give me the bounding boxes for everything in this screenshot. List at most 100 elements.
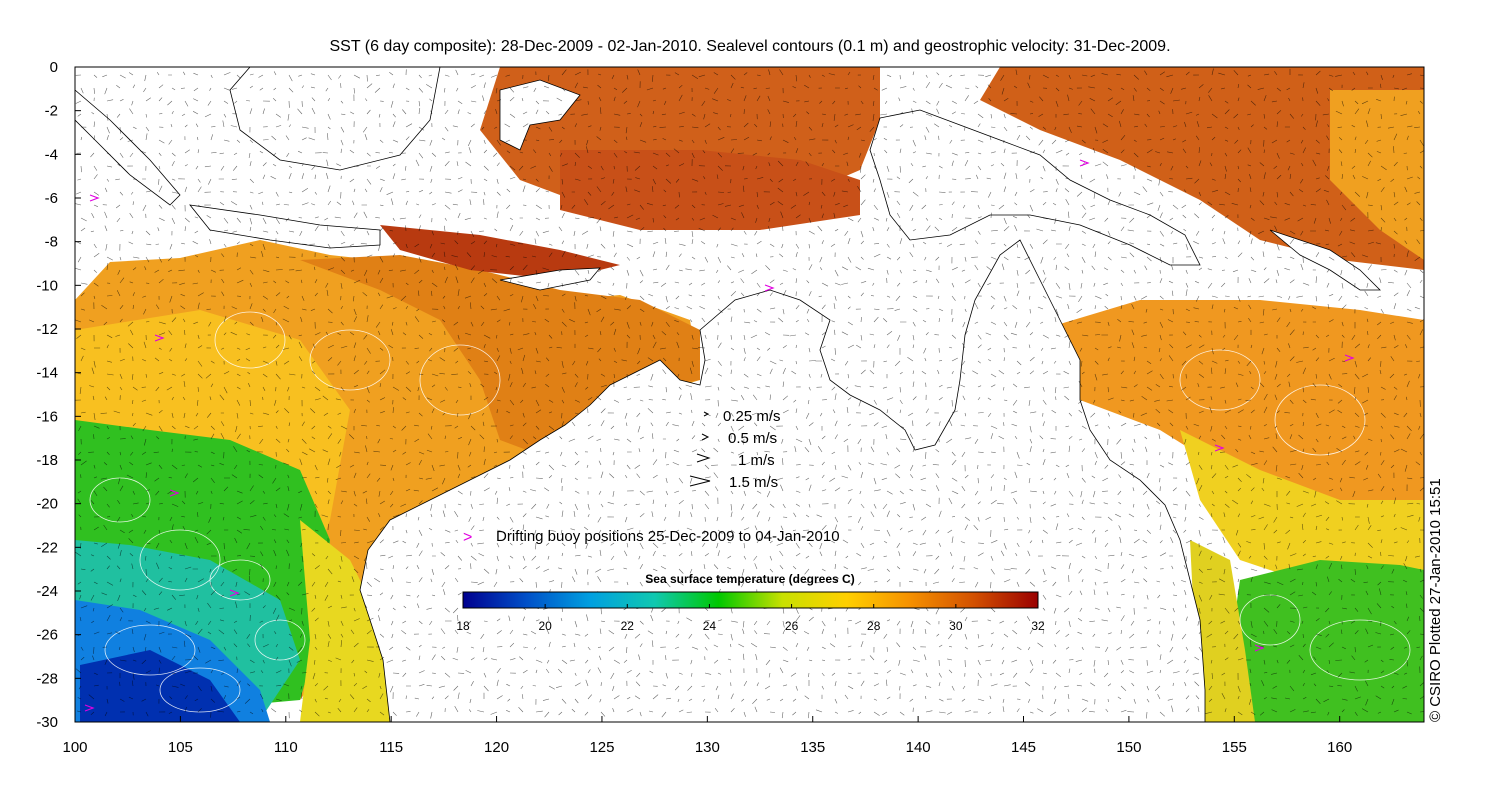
velocity-label-0.25: 0.25 m/s xyxy=(723,408,781,425)
velocity-label-1.5: 1.5 m/s xyxy=(729,474,778,491)
x-tick-label: 160 xyxy=(1327,739,1352,756)
velocity-label-1: 1 m/s xyxy=(738,452,775,469)
buoy-track xyxy=(229,589,240,597)
x-tick-label: 145 xyxy=(1011,739,1036,756)
x-axis: 100 105 110 115 120 125 130 135 140 145 150 155 160 xyxy=(62,716,1352,756)
contour xyxy=(214,311,286,369)
contour xyxy=(209,559,271,601)
y-tick-label: -8 xyxy=(45,234,58,251)
colorbar-tick-label: 32 xyxy=(1031,619,1045,633)
y-tick-label: -24 xyxy=(36,583,58,600)
sst-region-banda-sea xyxy=(560,150,860,230)
x-tick-label: 155 xyxy=(1222,739,1247,756)
velocity-arrow-field xyxy=(75,68,1424,719)
velocity-arrow-0.25 xyxy=(703,411,710,417)
contour xyxy=(419,344,501,416)
solomon-islands xyxy=(1269,229,1381,291)
y-tick-label: -10 xyxy=(36,277,58,294)
buoy-track xyxy=(169,489,180,497)
contour xyxy=(139,529,221,591)
y-tick-label: -26 xyxy=(36,627,58,644)
sst-region-ne-pacific xyxy=(980,67,1424,270)
y-tick-label: -16 xyxy=(36,408,58,425)
plot-frame xyxy=(74,66,1425,723)
velocity-arrow-0.5 xyxy=(701,433,710,441)
x-tick-label: 140 xyxy=(906,739,931,756)
x-tick-label: 110 xyxy=(274,739,298,756)
buoy-legend: > Drifting buoy positions 25-Dec-2009 to… xyxy=(463,528,840,546)
new-guinea xyxy=(869,109,1201,266)
y-axis: 0 -2 -4 -6 -8 -10 -12 -14 -16 -18 -20 -22 -24 -26 -28 -… xyxy=(36,59,81,731)
colorbar-title: Sea surface temperature (degrees C) xyxy=(645,572,854,586)
colorbar-tick-label: 20 xyxy=(538,619,552,633)
buoy-marker: > xyxy=(463,529,472,546)
contour xyxy=(1309,619,1411,681)
sst-region-west-coast-yellow xyxy=(300,520,390,722)
contour xyxy=(309,329,391,391)
buoy-track xyxy=(1079,159,1090,167)
sst-region-coral-sea xyxy=(1040,300,1424,520)
velocity-legend: 0.25 m/s 0.5 m/s 1 m/s 1.5 m/s xyxy=(689,408,781,491)
velocity-arrows xyxy=(75,68,1424,719)
timor-island xyxy=(499,267,601,291)
y-tick-label: 0 xyxy=(50,59,58,76)
buoy-track xyxy=(1254,644,1265,652)
y-tick-label: -4 xyxy=(45,146,58,163)
x-tick-label: 150 xyxy=(1116,739,1141,756)
buoy-track xyxy=(84,704,95,712)
buoy-track xyxy=(89,194,100,202)
x-tick-label: 115 xyxy=(379,739,403,756)
borneo-island xyxy=(229,67,441,171)
sealevel-contours xyxy=(89,311,1411,713)
contour xyxy=(1274,384,1366,456)
y-tick-label: -20 xyxy=(36,496,58,513)
y-tick-label: -18 xyxy=(36,452,58,469)
credit-label: © CSIRO Plotted 27-Jan-2010 15:51 xyxy=(1427,478,1444,722)
java-island xyxy=(189,204,381,249)
x-tick-label: 130 xyxy=(695,739,720,756)
plot-area xyxy=(75,67,1424,722)
x-tick-label: 135 xyxy=(800,739,825,756)
y-tick-label: -30 xyxy=(36,714,58,731)
contour xyxy=(254,619,306,661)
y-tick-label: -14 xyxy=(36,365,58,382)
buoy-track xyxy=(1214,444,1225,452)
colorbar-tick-label: 26 xyxy=(785,619,799,633)
buoy-track xyxy=(1344,354,1355,362)
drifting-buoys xyxy=(84,159,1355,712)
y-tick-label: -22 xyxy=(36,539,58,556)
colorbar-gradient xyxy=(462,591,1039,609)
chart-title: SST (6 day composite): 28-Dec-2009 - 02-… xyxy=(329,38,1170,55)
sst-region-ne-yellow xyxy=(1330,90,1424,260)
sst-region-timor xyxy=(380,225,620,280)
x-tick-label: 100 xyxy=(62,739,87,756)
buoy-track xyxy=(154,334,165,342)
y-tick-label: -2 xyxy=(45,103,58,120)
colorbar-tick-label: 30 xyxy=(949,619,963,633)
sst-colorbar: Sea surface temperature (degrees C) 18 20… xyxy=(456,572,1045,633)
contour xyxy=(1179,349,1261,411)
sumatra-island xyxy=(75,89,181,206)
sst-field xyxy=(75,67,1424,722)
velocity-arrow-1.5 xyxy=(689,475,711,487)
velocity-arrow-1 xyxy=(696,453,711,463)
y-tick-label: -6 xyxy=(45,190,58,207)
colorbar-tick-label: 24 xyxy=(703,619,717,633)
y-tick-label: -28 xyxy=(36,670,58,687)
sst-region-east-yellow xyxy=(1180,430,1424,600)
contour xyxy=(159,667,241,713)
colorbar-tick-label: 18 xyxy=(456,619,470,633)
sst-region-east-coast-yellow xyxy=(1190,540,1255,722)
colorbar-ticks: 18 20 22 24 26 28 30 32 xyxy=(456,604,1045,633)
contour xyxy=(104,624,196,676)
sst-region-sw-darkblue xyxy=(80,650,240,722)
contour xyxy=(1239,594,1301,646)
sst-region-tasman-green xyxy=(1230,560,1424,722)
colorbar-tick-label: 28 xyxy=(867,619,881,633)
x-tick-label: 120 xyxy=(484,739,509,756)
y-tick-label: -12 xyxy=(36,321,58,338)
buoy-legend-label: Drifting buoy positions 25-Dec-2009 to 0… xyxy=(496,528,840,545)
x-tick-label: 105 xyxy=(168,739,193,756)
buoy-track xyxy=(764,284,775,292)
